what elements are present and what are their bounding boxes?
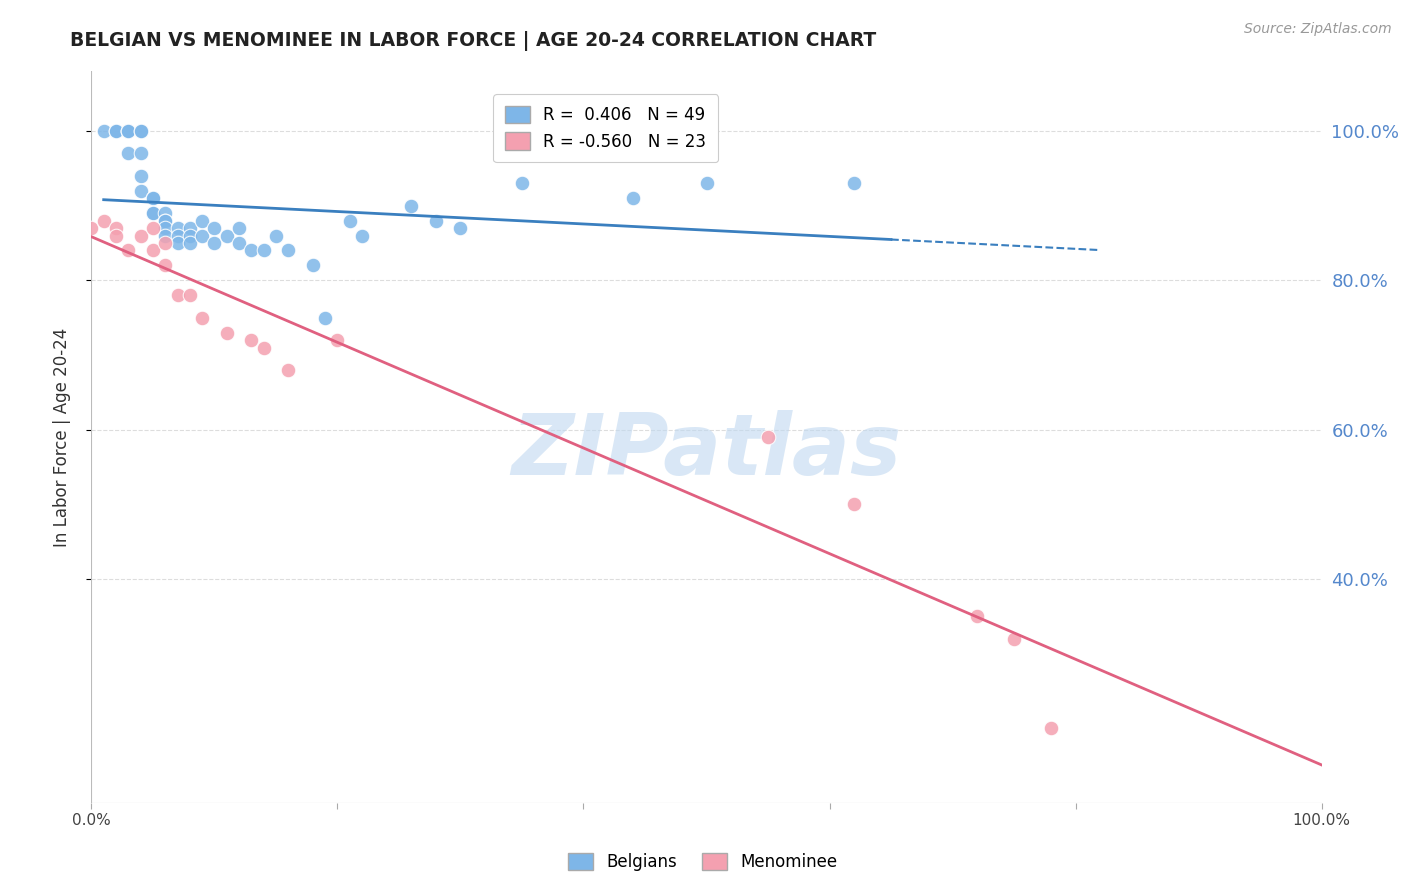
Point xyxy=(339,213,361,227)
Point xyxy=(117,124,139,138)
Point xyxy=(179,288,201,302)
Legend: Belgians, Menominee: Belgians, Menominee xyxy=(560,845,846,880)
Point xyxy=(166,221,188,235)
Point xyxy=(129,124,152,138)
Point xyxy=(117,146,139,161)
Point xyxy=(966,609,988,624)
Point xyxy=(202,221,225,235)
Point xyxy=(142,206,165,220)
Point xyxy=(695,177,717,191)
Point xyxy=(142,206,165,220)
Point xyxy=(142,221,165,235)
Point xyxy=(191,213,214,227)
Point xyxy=(842,177,865,191)
Point xyxy=(129,146,152,161)
Point xyxy=(153,206,177,220)
Point xyxy=(129,169,152,183)
Point xyxy=(621,191,644,205)
Point xyxy=(326,333,349,347)
Point xyxy=(253,341,276,355)
Point xyxy=(153,235,177,250)
Point xyxy=(117,124,139,138)
Point xyxy=(129,124,152,138)
Point xyxy=(80,221,103,235)
Point xyxy=(314,310,336,325)
Point xyxy=(425,213,447,227)
Point xyxy=(301,259,323,273)
Point xyxy=(179,221,201,235)
Point xyxy=(191,228,214,243)
Point xyxy=(228,235,250,250)
Point xyxy=(117,244,139,258)
Point xyxy=(117,124,139,138)
Point xyxy=(191,310,214,325)
Point xyxy=(253,244,276,258)
Point xyxy=(105,228,127,243)
Point xyxy=(1002,632,1025,646)
Point xyxy=(129,184,152,198)
Text: ZIPatlas: ZIPatlas xyxy=(512,410,901,493)
Point xyxy=(179,228,201,243)
Point xyxy=(179,235,201,250)
Point xyxy=(93,124,115,138)
Point xyxy=(510,177,533,191)
Point xyxy=(153,221,177,235)
Point xyxy=(215,326,238,340)
Point xyxy=(142,244,165,258)
Point xyxy=(153,228,177,243)
Point xyxy=(240,333,263,347)
Point xyxy=(153,259,177,273)
Point xyxy=(142,191,165,205)
Point xyxy=(105,221,127,235)
Point xyxy=(1039,721,1063,735)
Point xyxy=(215,228,238,243)
Point xyxy=(240,244,263,258)
Point xyxy=(153,213,177,227)
Point xyxy=(842,497,865,511)
Point xyxy=(399,199,422,213)
Point xyxy=(277,363,299,377)
Point xyxy=(153,213,177,227)
Point xyxy=(352,228,374,243)
Point xyxy=(264,228,287,243)
Point xyxy=(449,221,471,235)
Text: BELGIAN VS MENOMINEE IN LABOR FORCE | AGE 20-24 CORRELATION CHART: BELGIAN VS MENOMINEE IN LABOR FORCE | AG… xyxy=(70,31,876,51)
Point xyxy=(105,124,127,138)
Point xyxy=(756,430,779,444)
Point xyxy=(166,228,188,243)
Point xyxy=(202,235,225,250)
Y-axis label: In Labor Force | Age 20-24: In Labor Force | Age 20-24 xyxy=(52,327,70,547)
Point xyxy=(93,213,115,227)
Point xyxy=(105,124,127,138)
Point xyxy=(166,235,188,250)
Point xyxy=(142,191,165,205)
Point xyxy=(228,221,250,235)
Point xyxy=(166,288,188,302)
Legend: R =  0.406   N = 49, R = -0.560   N = 23: R = 0.406 N = 49, R = -0.560 N = 23 xyxy=(494,95,718,162)
Point xyxy=(129,228,152,243)
Point xyxy=(277,244,299,258)
Text: Source: ZipAtlas.com: Source: ZipAtlas.com xyxy=(1244,22,1392,37)
